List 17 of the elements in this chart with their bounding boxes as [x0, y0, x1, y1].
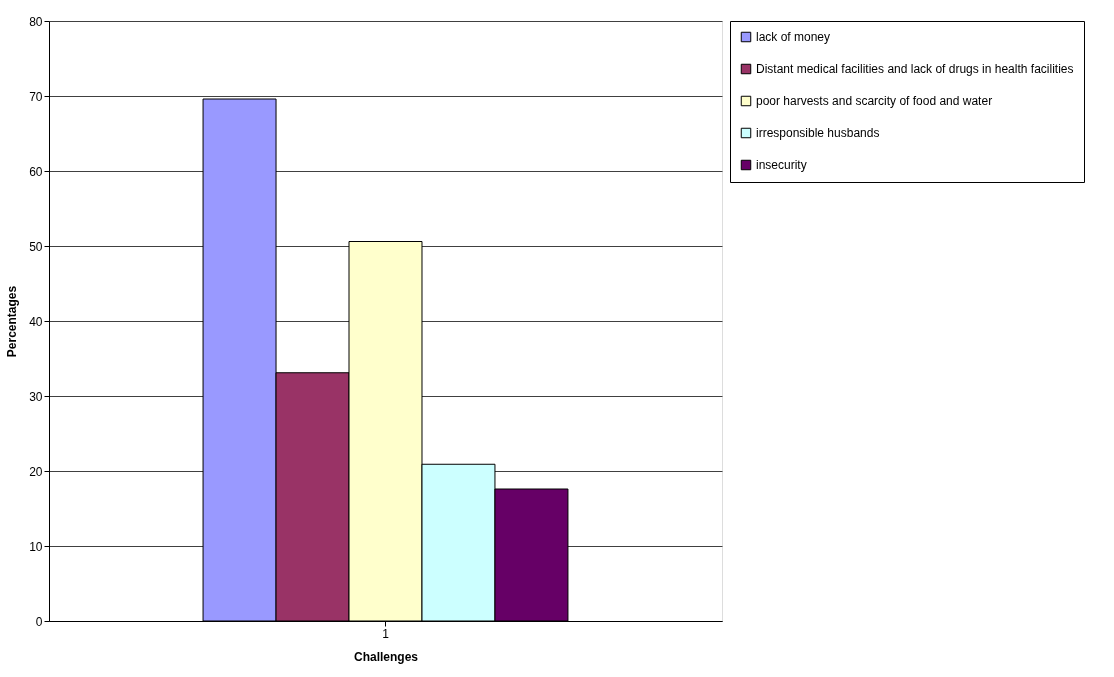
x-axis-title: Challenges	[353, 649, 419, 664]
legend-label: irresponsible husbands	[756, 126, 880, 140]
y-tick-label: 0	[35, 614, 43, 629]
y-tick-label: 70	[29, 89, 43, 104]
legend-label: lack of money	[756, 30, 831, 44]
y-axis-title: Percentages	[5, 285, 20, 358]
legend-label: poor harvests and scarcity of food and water	[756, 94, 993, 108]
legend-label: insecurity	[756, 158, 807, 172]
y-tick-label: 10	[29, 539, 43, 554]
x-tick-label: 1	[382, 626, 390, 641]
y-tick-label: 20	[29, 464, 43, 479]
y-tick-label: 40	[29, 314, 43, 329]
y-tick-label: 60	[29, 164, 43, 179]
legend-label: Distant medical facilities and lack of drugs in health facilities	[756, 62, 1074, 76]
y-tick-label: 80	[29, 14, 43, 29]
y-tick-label: 50	[29, 239, 43, 254]
y-tick-label: 30	[29, 389, 43, 404]
